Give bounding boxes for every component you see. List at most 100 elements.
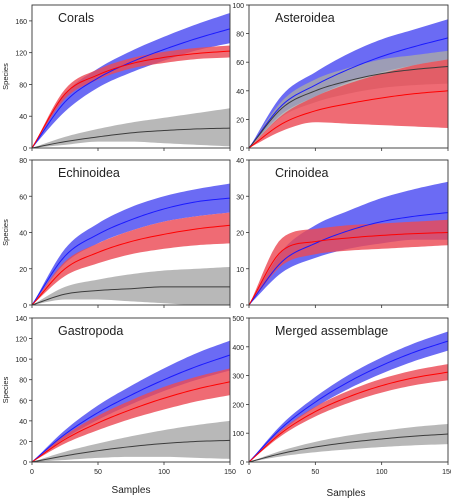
panel-2: 0 20 40 60 80 100 Asteroidea — [232, 3, 449, 153]
y-tick-label: 0 — [23, 146, 27, 153]
y-tick-label: 40 — [19, 419, 27, 426]
mean-curve-2 — [32, 50, 230, 148]
panel-4: 0 10 20 30 40 Crinoidea — [236, 158, 449, 310]
confidence-band-2 — [249, 364, 448, 462]
y-tick-label: 60 — [19, 194, 27, 201]
confidence-band-2 — [32, 212, 230, 305]
y-tick-label: 60 — [19, 398, 27, 405]
y-tick-label: 0 — [23, 460, 27, 467]
panel-title: Crinoidea — [275, 166, 329, 180]
mean-curve-2 — [32, 381, 230, 462]
mean-curve-3 — [32, 439, 230, 462]
mean-curve-3 — [32, 127, 230, 148]
confidence-band-2 — [249, 219, 448, 305]
mean-curve-2 — [249, 65, 448, 148]
mean-curve-2 — [32, 224, 230, 305]
mean-curve-1 — [249, 37, 448, 148]
y-tick-label: 140 — [15, 316, 27, 323]
y-tick-label: 0 — [240, 303, 244, 310]
mean-curve-1 — [32, 197, 230, 305]
y-tick-label: 120 — [15, 337, 27, 344]
mean-curve-1 — [249, 340, 448, 462]
mean-curve-1 — [249, 212, 448, 305]
y-tick-label: 20 — [236, 117, 244, 124]
y-tick-label: 40 — [236, 158, 244, 165]
y-tick-label: 160 — [15, 19, 27, 26]
confidence-band-2 — [32, 368, 230, 462]
panel-1: 0 40 80 120 160 Corals Species — [1, 4, 231, 153]
confidence-band-3 — [32, 420, 230, 462]
y-tick-label: 100 — [15, 357, 27, 364]
y-tick-label: 0 — [240, 460, 244, 467]
panel-title: Corals — [58, 11, 94, 25]
confidence-band-3 — [249, 423, 448, 462]
y-tick-label: 120 — [15, 51, 27, 58]
panel-frame — [248, 317, 449, 463]
x-tick-label: 100 — [158, 469, 170, 476]
y-axis-label: Species — [1, 219, 10, 246]
confidence-band-3 — [32, 108, 230, 148]
panel-title: Gastropoda — [58, 324, 123, 338]
plot-area — [32, 183, 230, 305]
panel-5: 0 20 40 60 80 100 120 140 0 50 100 150 Gastropoda Spe… — [1, 316, 236, 476]
y-tick-label: 100 — [232, 431, 244, 438]
mean-curve-2 — [249, 232, 448, 305]
mean-curve-3 — [249, 433, 448, 462]
confidence-band-3 — [32, 266, 230, 305]
plot-area — [249, 19, 448, 148]
y-tick-label: 10 — [236, 267, 244, 274]
panel-title: Echinoidea — [58, 166, 120, 180]
x-tick-label: 50 — [311, 469, 319, 476]
y-tick-label: 40 — [236, 89, 244, 96]
panel-title: Merged assemblage — [275, 324, 388, 338]
panel-frame — [31, 317, 231, 463]
y-tick-label: 40 — [19, 231, 27, 238]
mean-curve-1 — [32, 28, 230, 148]
y-tick-label: 60 — [236, 60, 244, 67]
x-tick-label: 0 — [30, 469, 34, 476]
panel-title: Asteroidea — [275, 11, 335, 25]
confidence-band-1 — [32, 12, 230, 148]
y-tick-label: 80 — [19, 158, 27, 165]
plot-area — [249, 331, 448, 462]
y-tick-label: 20 — [236, 231, 244, 238]
mean-curve-2 — [249, 371, 448, 462]
y-tick-label: 20 — [19, 439, 27, 446]
y-tick-label: 80 — [236, 32, 244, 39]
mean-curve-3 — [249, 90, 448, 148]
confidence-band-1 — [32, 183, 230, 305]
y-tick-label: 20 — [19, 267, 27, 274]
y-tick-label: 80 — [19, 378, 27, 385]
plot-area — [249, 181, 448, 305]
y-axis-label: Species — [1, 376, 10, 403]
x-axis-label: Samples — [327, 488, 366, 499]
x-tick-label: 150 — [224, 469, 236, 476]
panel-3: 0 20 40 60 80 Echinoidea Species — [1, 158, 231, 310]
y-tick-label: 200 — [232, 402, 244, 409]
panel-frame — [248, 4, 449, 149]
y-tick-label: 500 — [232, 316, 244, 323]
plot-area — [32, 340, 230, 462]
mean-curve-3 — [32, 286, 230, 305]
y-tick-label: 30 — [236, 194, 244, 201]
y-tick-label: 0 — [23, 303, 27, 310]
y-tick-label: 300 — [232, 374, 244, 381]
y-tick-label: 40 — [19, 114, 27, 121]
x-tick-label: 50 — [94, 469, 102, 476]
panel-frame — [31, 4, 231, 149]
panel-6: 0 100 200 300 400 500 0 50 100 150 Merged assembla… — [232, 316, 451, 476]
confidence-band-2 — [32, 45, 230, 148]
x-tick-label: 150 — [442, 469, 451, 476]
y-tick-label: 100 — [232, 3, 244, 10]
x-tick-label: 100 — [376, 469, 388, 476]
x-tick-label: 0 — [247, 469, 251, 476]
x-axis-label: Samples — [112, 485, 151, 496]
y-tick-label: 400 — [232, 345, 244, 352]
mean-curve-1 — [32, 354, 230, 462]
plot-area — [32, 12, 230, 148]
y-axis-label: Species — [1, 63, 10, 90]
y-tick-label: 80 — [19, 82, 27, 89]
y-tick-label: 0 — [240, 146, 244, 153]
confidence-band-1 — [249, 331, 448, 462]
